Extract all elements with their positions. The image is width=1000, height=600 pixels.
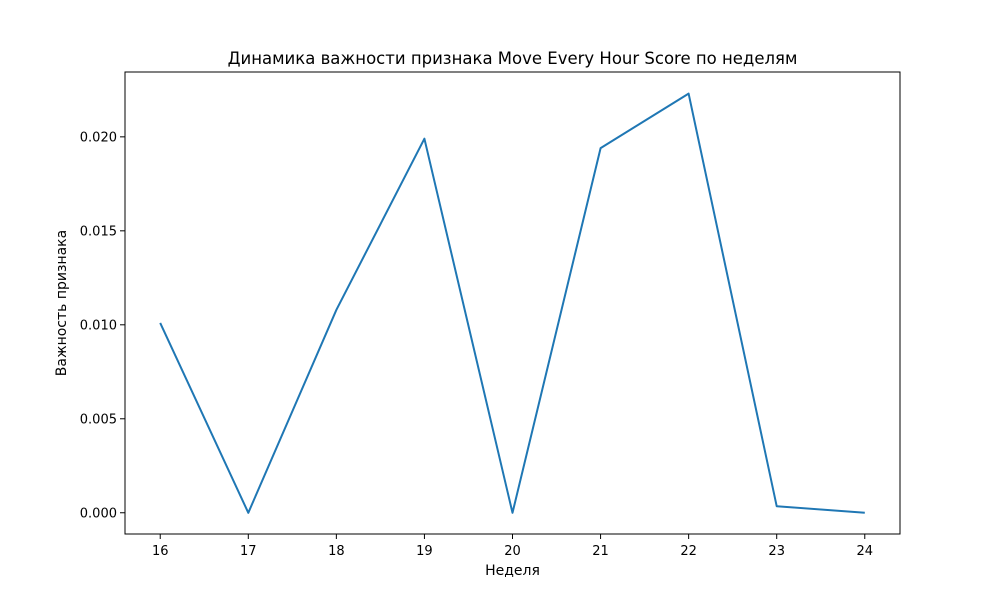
y-tick-label: 0.010 <box>80 318 117 333</box>
x-tick-label: 17 <box>240 544 257 559</box>
y-tick-label: 0.000 <box>80 506 117 521</box>
x-tick-label: 21 <box>592 544 609 559</box>
x-tick-label: 22 <box>680 544 697 559</box>
y-tick-label: 0.020 <box>80 130 117 145</box>
y-tick-label: 0.015 <box>80 224 117 239</box>
x-axis-ticks: 16 17 18 19 20 21 22 23 24 <box>152 534 873 559</box>
chart-title: Динамика важности признака Move Every Ho… <box>228 49 798 68</box>
x-tick-label: 23 <box>768 544 785 559</box>
y-tick-label: 0.005 <box>80 412 117 427</box>
y-axis-ticks: 0.000 0.005 0.010 0.015 0.020 <box>80 130 125 521</box>
plot-frame <box>124 71 901 535</box>
series-line <box>159 92 865 514</box>
x-axis-label: Неделя <box>485 563 540 579</box>
x-tick-label: 18 <box>328 544 345 559</box>
y-axis-label: Важность признака <box>54 230 70 376</box>
x-tick-label: 24 <box>856 544 873 559</box>
x-tick-label: 19 <box>416 544 433 559</box>
x-tick-label: 16 <box>152 544 169 559</box>
x-tick-label: 20 <box>504 544 521 559</box>
